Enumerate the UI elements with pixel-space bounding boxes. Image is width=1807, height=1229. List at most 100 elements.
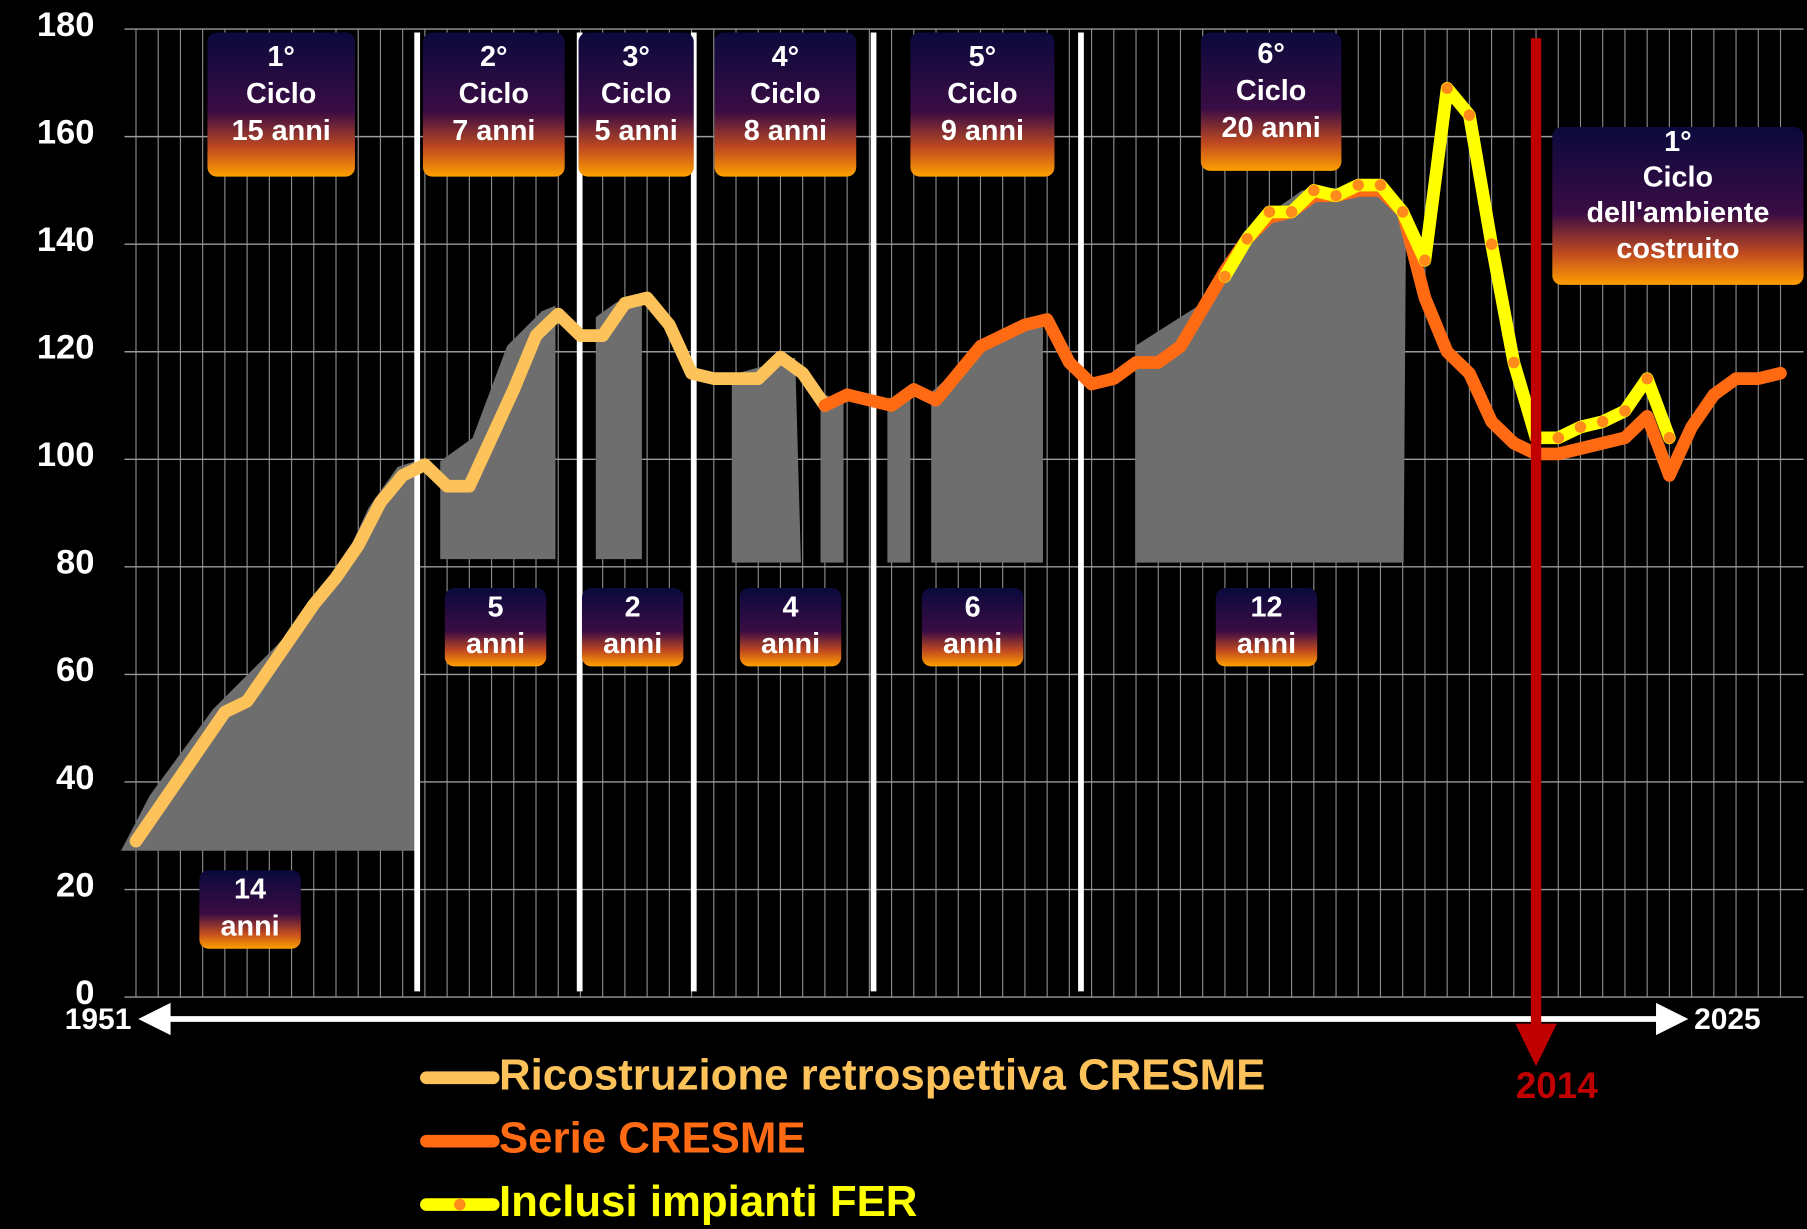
plot xyxy=(129,81,1787,848)
cycle-area xyxy=(595,299,642,560)
cycle-separators xyxy=(414,32,1084,992)
point-marker xyxy=(1663,432,1676,444)
annotation-text: anni xyxy=(1237,628,1296,660)
annotation: 14 anni xyxy=(199,870,301,949)
cycle-area xyxy=(887,397,911,563)
legend-label: Inclusi impianti FER xyxy=(499,1177,917,1226)
annotation-box xyxy=(578,32,694,177)
annotation-box xyxy=(910,32,1055,177)
annotation-box xyxy=(739,587,842,667)
point-marker xyxy=(1285,206,1298,218)
point-marker xyxy=(1596,415,1609,428)
arrow-head xyxy=(138,1002,171,1036)
annotation-text: 2 xyxy=(625,591,641,623)
annotation-box xyxy=(581,587,684,667)
point-marker xyxy=(1552,432,1565,444)
series-line xyxy=(129,291,832,848)
annotation-box xyxy=(714,32,857,177)
x-tick-label: 1951 xyxy=(65,1003,132,1036)
cycle-areas xyxy=(121,184,1406,851)
y-tick-label: 100 xyxy=(37,436,95,474)
point-marker xyxy=(1485,238,1498,250)
annotation-text: 20 anni xyxy=(1222,112,1321,144)
annotation-text: 8 anni xyxy=(744,115,827,147)
annotation-text: Ciclo xyxy=(1236,75,1306,107)
annotation-text: Ciclo xyxy=(246,78,316,110)
point-marker xyxy=(1396,206,1409,218)
y-tick-label: 140 xyxy=(37,221,95,259)
annotation-text: 1° xyxy=(1664,126,1692,158)
annotation: 12 anni xyxy=(1215,587,1318,667)
annotation-text: Ciclo xyxy=(1643,161,1713,193)
cycle-area xyxy=(1135,184,1406,563)
point-marker xyxy=(1574,421,1587,433)
annotation-text: anni xyxy=(466,628,525,660)
annotation-text: 15 anni xyxy=(232,115,331,147)
annotation-text: anni xyxy=(943,628,1002,660)
point-marker xyxy=(1641,372,1653,385)
annotation: 4 anni xyxy=(739,587,842,667)
annotation-text: 5° xyxy=(969,41,997,73)
annotation-box xyxy=(921,587,1024,667)
annotation: 3° Ciclo 5 anni xyxy=(578,32,694,177)
point-marker xyxy=(1419,254,1431,267)
point-marker xyxy=(1330,190,1342,202)
cycle-area xyxy=(820,392,844,563)
annotation: 1° Ciclo 15 anni xyxy=(207,32,355,177)
annotation-text: costruito xyxy=(1616,233,1739,265)
annotation: 5 anni xyxy=(444,587,547,667)
y-tick-label: 20 xyxy=(56,866,94,904)
annotation-text: 3° xyxy=(622,41,650,73)
legend-label: Ricostruzione retrospettiva CRESME xyxy=(499,1050,1265,1099)
point-marker xyxy=(1441,82,1453,94)
annotation-text: 12 xyxy=(1250,591,1282,623)
annotation-box xyxy=(1552,127,1804,285)
point-marker xyxy=(1508,356,1520,369)
y-tick-label: 180 xyxy=(37,6,95,44)
annotation-box xyxy=(207,32,355,177)
annotation-text: 2° xyxy=(480,41,508,73)
annotation-text: 6° xyxy=(1257,38,1285,70)
point-marker xyxy=(1374,179,1387,191)
annotation-text: 5 xyxy=(488,591,504,623)
annotation-text: 4° xyxy=(772,41,800,73)
arrow-head xyxy=(1656,1002,1689,1036)
annotation: 2 anni xyxy=(581,587,684,667)
y-tick-label: 160 xyxy=(37,113,95,151)
point-marker xyxy=(1263,206,1276,218)
y-tick-label: 80 xyxy=(56,544,94,582)
annotation-text: 4 xyxy=(783,591,799,623)
point-marker xyxy=(1352,179,1365,191)
annotation: 4° Ciclo 8 anni xyxy=(714,32,857,177)
legend-marker xyxy=(454,1198,466,1211)
y-tick-label: 40 xyxy=(56,759,94,797)
annotation-box xyxy=(1215,587,1318,667)
annotation-box xyxy=(1200,32,1342,171)
cycle-area xyxy=(931,322,1043,563)
annotation-text: 14 xyxy=(234,874,266,906)
annotation-text: 1° xyxy=(267,41,295,73)
marker-label: 2014 xyxy=(1516,1065,1598,1106)
annotation: 5° Ciclo 9 anni xyxy=(910,32,1055,177)
y-tick-label: 60 xyxy=(56,651,94,689)
annotation-text: dell'ambiente xyxy=(1586,197,1769,229)
legend-label: Serie CRESME xyxy=(499,1114,806,1163)
annotation-text: Ciclo xyxy=(750,78,820,110)
annotation-text: 6 xyxy=(965,591,981,623)
annotation-text: Ciclo xyxy=(947,78,1017,110)
annotation-text: Ciclo xyxy=(601,78,671,110)
annotation-box xyxy=(422,32,565,177)
point-marker xyxy=(1463,109,1476,121)
annotation-box xyxy=(444,587,547,667)
annotation-text: 5 anni xyxy=(595,115,678,147)
annotation-text: anni xyxy=(220,911,279,943)
annotation: 1°Ciclo dell'ambiente costruito xyxy=(1552,126,1804,285)
y-tick-label: 0 xyxy=(75,974,94,1012)
cycle-area xyxy=(731,357,801,563)
y-tick-label: 120 xyxy=(37,329,95,367)
annotation: 2° Ciclo 7 anni xyxy=(422,32,565,177)
annotation: 6° Ciclo 20 anni xyxy=(1200,32,1342,171)
